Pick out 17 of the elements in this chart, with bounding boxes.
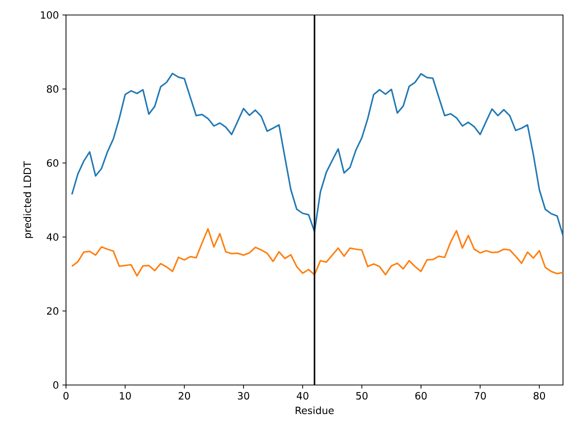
x-tick-label: 20 (178, 392, 190, 400)
x-tick-label: 10 (120, 392, 131, 400)
y-tick-label: 60 (46, 159, 58, 167)
x-tick-label: 0 (63, 392, 69, 400)
y-tick-label: 20 (46, 307, 58, 315)
x-tick-label: 70 (474, 392, 486, 400)
y-tick-label: 80 (46, 85, 58, 93)
y-tick-label: 100 (40, 11, 58, 19)
x-axis-title: Residue (296, 406, 334, 414)
y-axis-title: predicted LDDT (23, 161, 34, 238)
x-tick-label: 40 (296, 392, 308, 400)
y-tick-label: 0 (53, 381, 58, 389)
x-tick-label: 80 (534, 392, 546, 400)
x-tick-label: 30 (238, 392, 250, 400)
x-tick-label: 50 (356, 392, 368, 400)
y-tick-label: 40 (46, 233, 58, 241)
x-tick-label: 60 (415, 392, 427, 400)
